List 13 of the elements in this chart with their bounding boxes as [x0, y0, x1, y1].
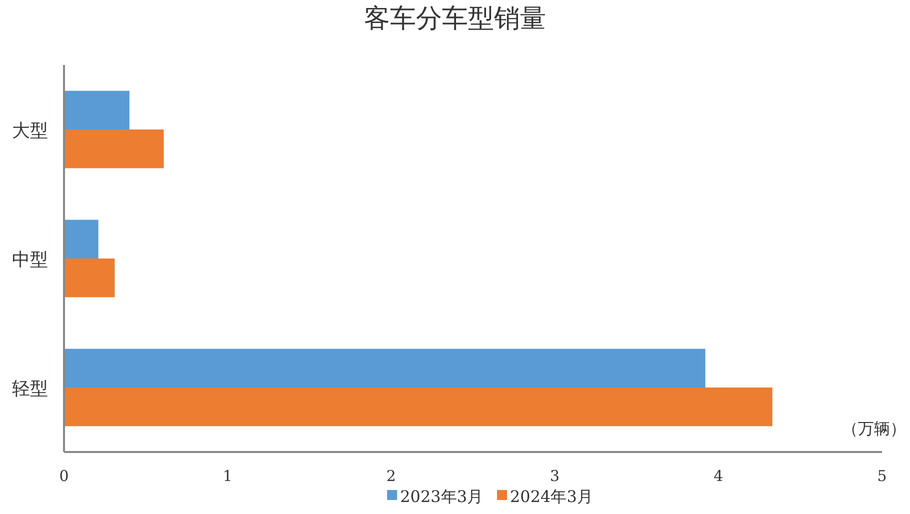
legend-label: 2024年3月	[510, 487, 593, 506]
x-tick-label: 5	[877, 467, 887, 485]
x-tick-label: 3	[550, 467, 560, 485]
xlabel: （万辆）	[842, 419, 906, 438]
x-tick-label: 4	[714, 467, 724, 485]
y-tick-label: 大型	[12, 120, 48, 142]
y-tick-label: 轻型	[12, 378, 48, 400]
x-tick-label: 2	[386, 467, 396, 485]
x-tick-label: 1	[222, 467, 232, 485]
x-tick-label: 0	[59, 467, 69, 485]
legend-label: 2023年3月	[400, 487, 483, 506]
title: 客车分车型销量	[364, 4, 546, 34]
y-tick-label: 中型	[12, 250, 48, 270]
